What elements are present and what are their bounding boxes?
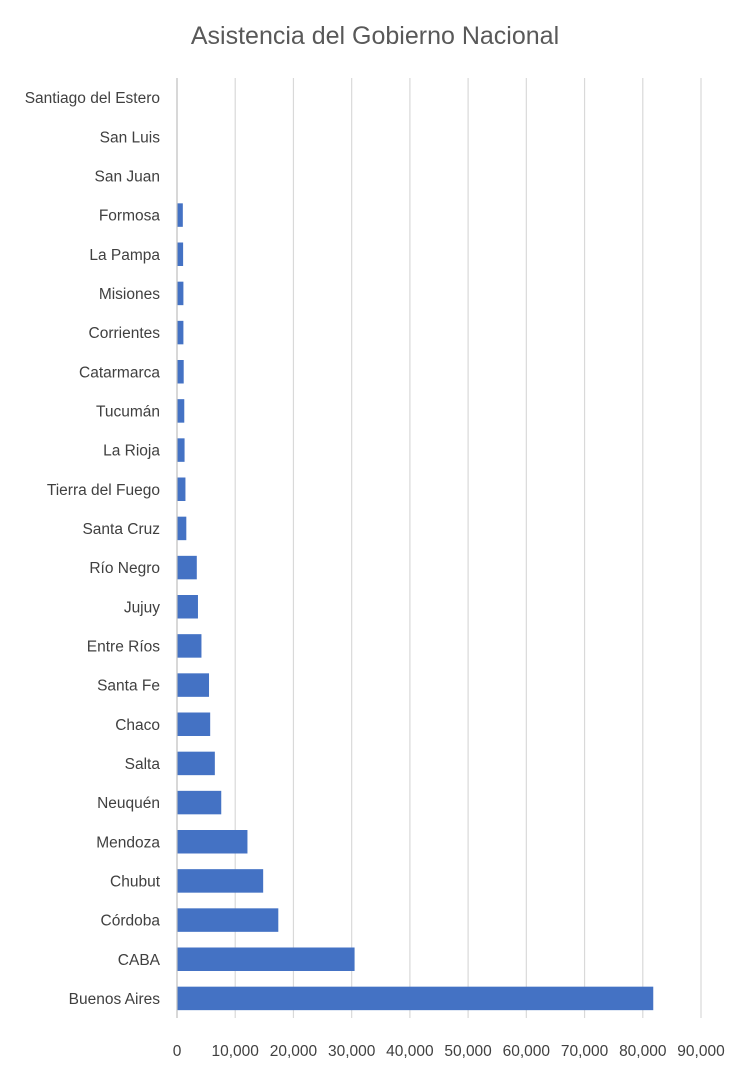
category-label: Santa Cruz: [82, 521, 160, 538]
bar: [177, 203, 183, 227]
category-label: Córdoba: [101, 913, 161, 930]
category-label: Jujuy: [124, 599, 160, 616]
category-label: Corrientes: [89, 325, 161, 342]
x-tick-label: 20,000: [270, 1043, 318, 1060]
bar: [177, 673, 210, 697]
bar: [177, 360, 184, 384]
bar: [177, 438, 185, 462]
category-label: Santiago del Estero: [25, 90, 160, 107]
x-tick-label: 40,000: [386, 1043, 434, 1060]
gridlines: [234, 78, 702, 1018]
category-label: Tierra del Fuego: [47, 482, 160, 499]
x-tick-label: 10,000: [212, 1043, 260, 1060]
bar: [177, 477, 186, 501]
bar: [177, 320, 184, 345]
bar: [177, 751, 215, 776]
bar: [177, 908, 279, 932]
x-tick-label: 70,000: [561, 1043, 609, 1060]
bar: [177, 712, 211, 736]
bar: [177, 399, 185, 423]
category-labels: Santiago del Estero San Luis San Juan Formo…: [25, 90, 161, 1008]
category-label: Tucumán: [96, 403, 160, 420]
bar: [177, 947, 355, 971]
bar: [177, 595, 198, 619]
x-tick-label: 90,000: [677, 1043, 725, 1060]
bar: [177, 790, 222, 815]
bar: [177, 986, 654, 1011]
category-label: Misiones: [99, 286, 160, 303]
category-label: Río Negro: [89, 560, 160, 577]
bar: [177, 830, 248, 854]
x-tick-label: 60,000: [503, 1043, 551, 1060]
category-label: Buenos Aires: [69, 991, 161, 1008]
category-label: Chaco: [115, 717, 160, 734]
category-label: Chubut: [110, 873, 161, 890]
category-label: Santa Fe: [97, 678, 160, 695]
category-label: San Luis: [100, 129, 161, 146]
bars: [177, 203, 654, 1011]
category-label: La Pampa: [89, 247, 160, 264]
bar: [177, 516, 187, 541]
x-tick-label: 80,000: [619, 1043, 667, 1060]
category-label: Mendoza: [96, 834, 160, 851]
bar: [177, 242, 184, 266]
category-label: CABA: [118, 952, 161, 969]
category-label: Salta: [125, 756, 161, 773]
x-tick-label: 30,000: [328, 1043, 376, 1060]
category-label: Neuquén: [97, 795, 160, 812]
category-label: Entre Ríos: [87, 638, 160, 655]
chart-title: Asistencia del Gobierno Nacional: [191, 22, 559, 50]
bar: [177, 281, 184, 306]
bar: [177, 634, 202, 658]
x-tick-label: 0: [173, 1043, 182, 1060]
category-label: Formosa: [99, 208, 161, 225]
x-axis-tick-labels: 0 10,000 20,000 30,000 40,000 50,000 60,000 70,…: [173, 1043, 725, 1060]
x-tick-label: 50,000: [444, 1043, 492, 1060]
bar: [177, 555, 197, 580]
category-label: Catarmarca: [79, 364, 160, 381]
category-label: San Juan: [95, 168, 161, 185]
category-label: La Rioja: [103, 443, 160, 460]
bar: [177, 869, 264, 893]
